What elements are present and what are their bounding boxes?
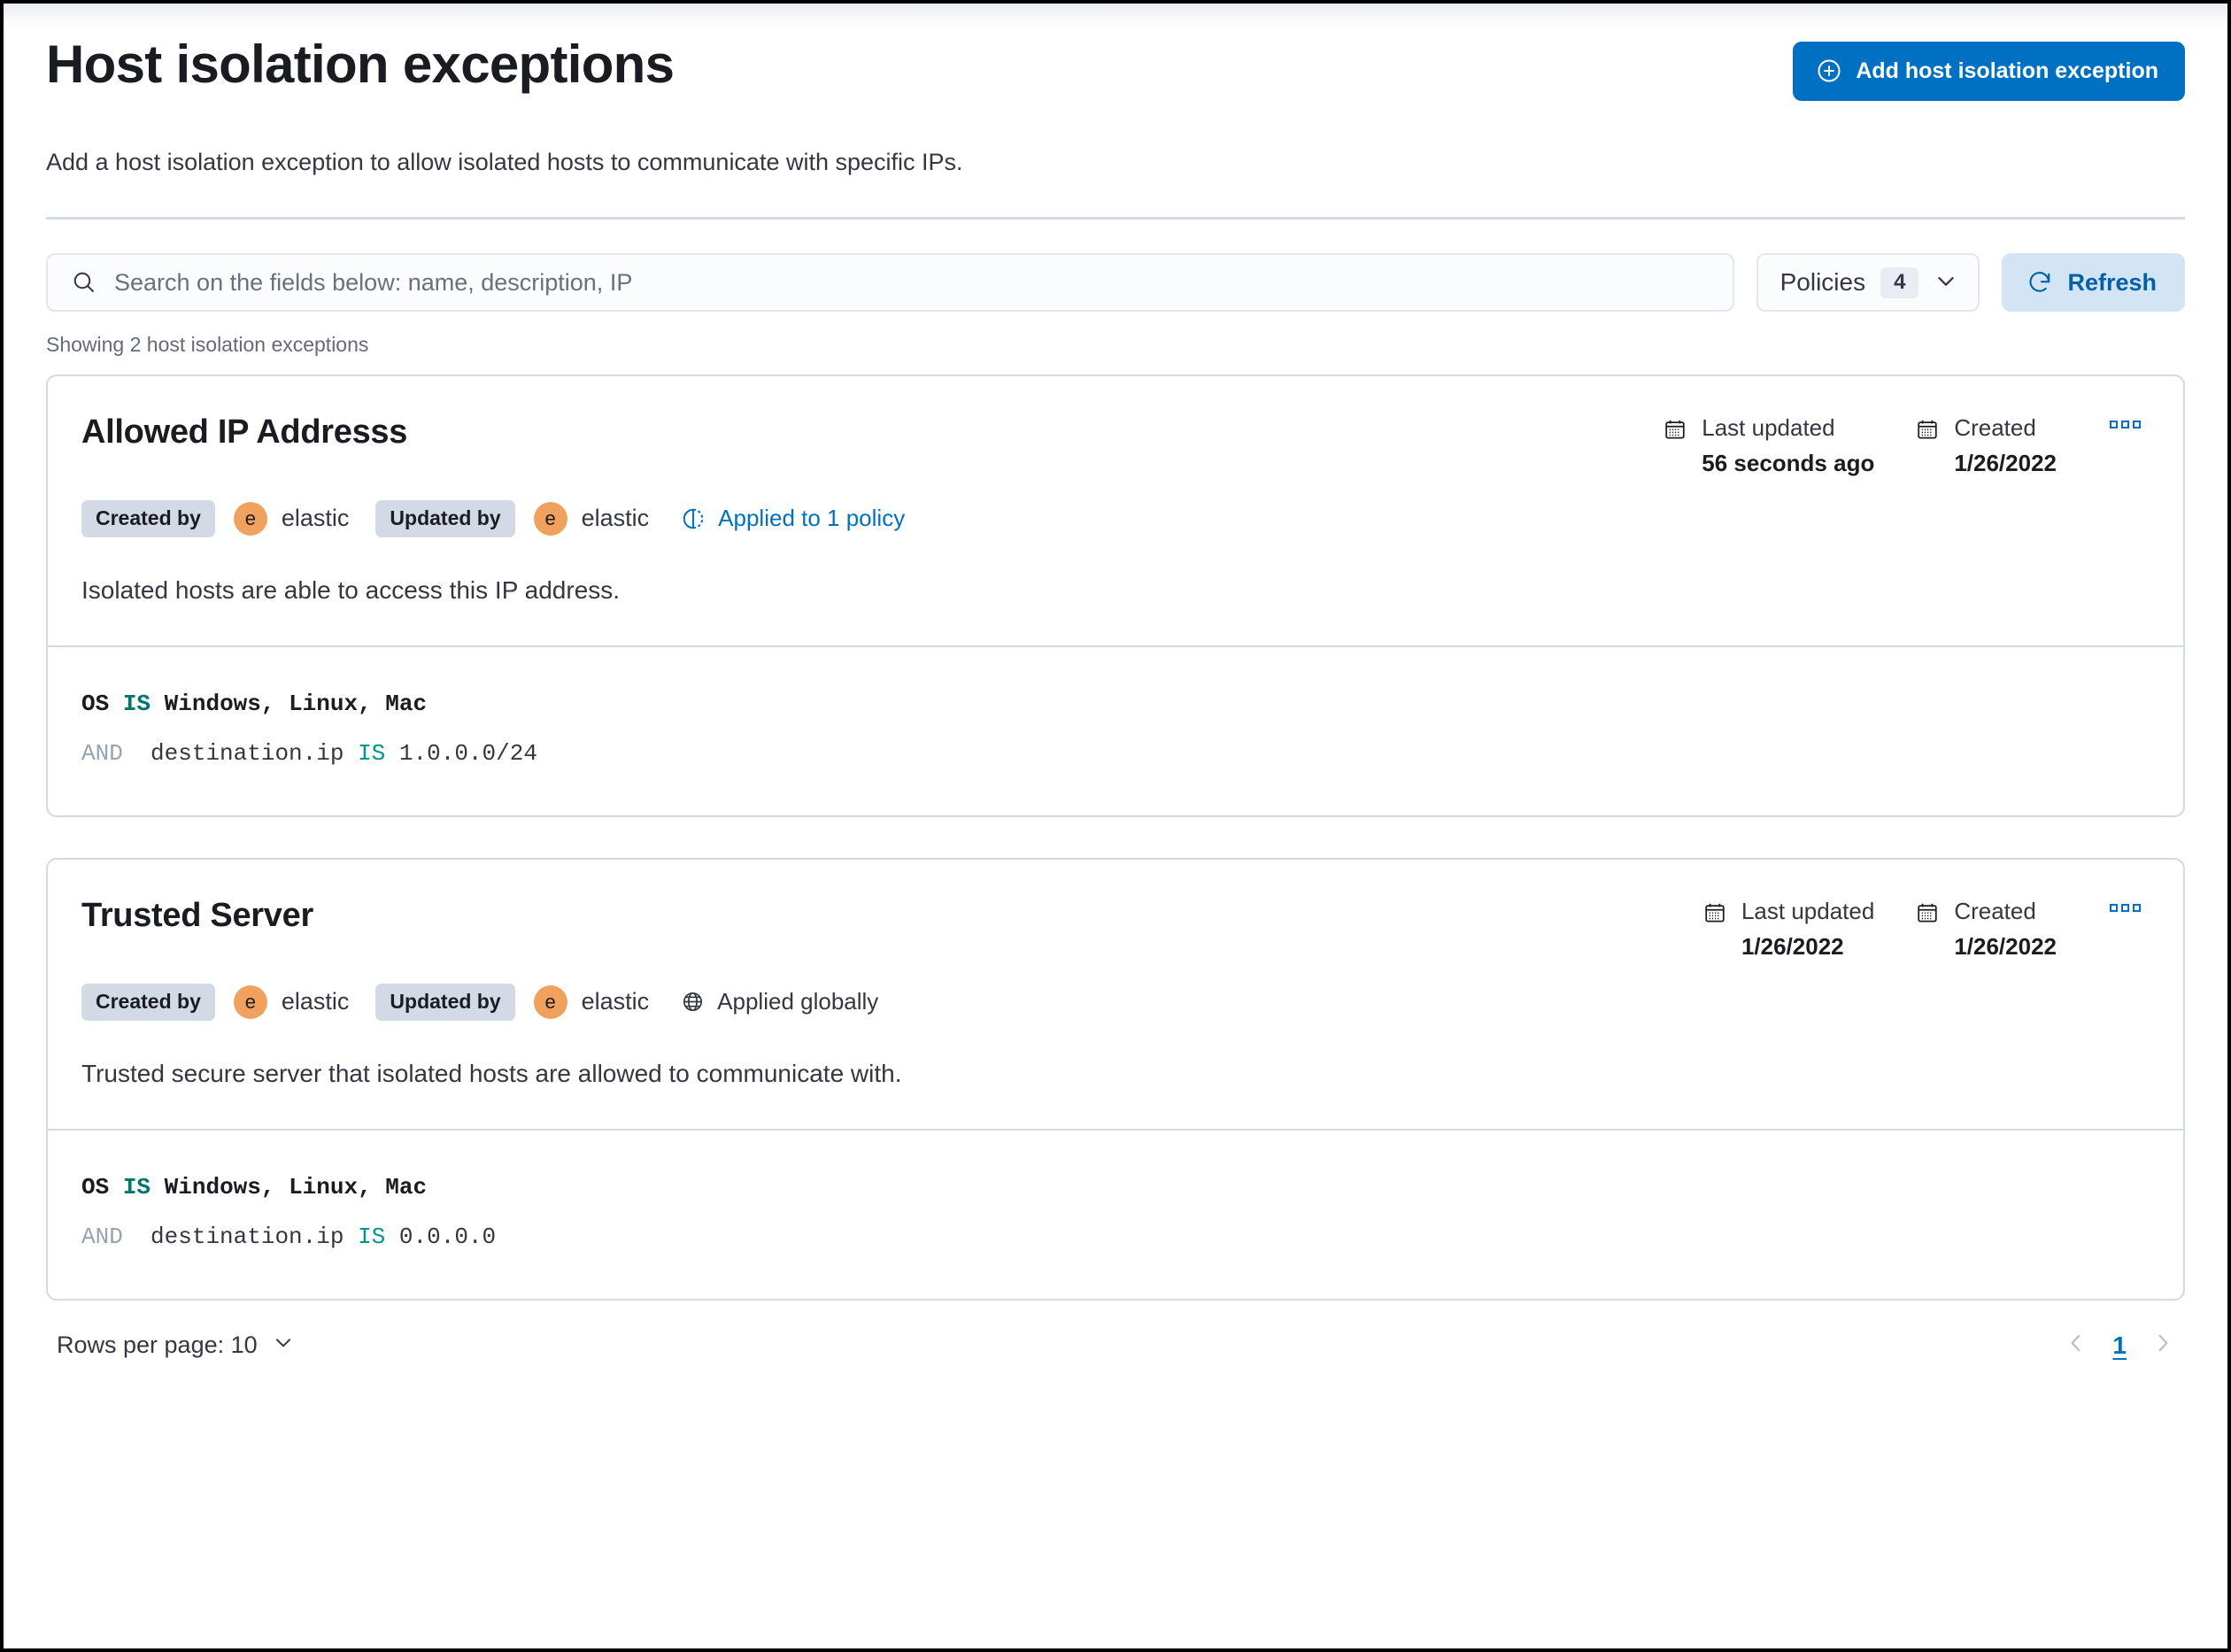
card-divider (48, 1129, 2183, 1131)
page-header: Host isolation exceptions Add host isola… (46, 4, 2185, 101)
calendar-icon (1663, 413, 1687, 442)
last-updated-label: Last updated (1702, 414, 1835, 442)
exception-attribution-row: Created by e elastic Updated by e elasti… (81, 499, 2141, 537)
criteria-field: OS (81, 1174, 110, 1201)
created-by-user: elastic (281, 988, 350, 1015)
add-host-isolation-exception-button[interactable]: Add host isolation exception (1793, 42, 2185, 101)
chevron-left-icon[interactable] (2065, 1332, 2088, 1359)
results-summary: Showing 2 host isolation exceptions (46, 333, 369, 357)
criteria-line: AND destination.ip IS 1.0.0.0/24 (81, 739, 2150, 768)
avatar: e (533, 984, 567, 1019)
last-updated-value: 1/26/2022 (1741, 932, 1844, 960)
exception-card: Allowed IP Addresss (46, 374, 2185, 818)
criteria-value: Windows, Linux, Mac (164, 691, 428, 718)
applied-to-policy-label: Applied to 1 policy (718, 505, 906, 532)
updated-by-user: elastic (581, 988, 650, 1015)
page-number-1[interactable]: 1 (2112, 1331, 2127, 1359)
page-content: Host isolation exceptions Add host isola… (4, 4, 2227, 1360)
exception-description: Isolated hosts are able to access this I… (81, 575, 621, 604)
header-divider (46, 217, 2185, 220)
created-block: Created 1/26/2022 (1915, 413, 2057, 477)
criteria-operator: IS (358, 1223, 386, 1250)
exception-card: Trusted Server (46, 858, 2185, 1301)
table-footer: Rows per page: 10 1 (46, 1331, 2185, 1360)
criteria-operator: IS (358, 739, 386, 767)
created-label: Created (1954, 414, 2036, 442)
exception-card-header: Allowed IP Addresss (48, 376, 2183, 645)
avatar: e (533, 501, 567, 536)
exception-title: Allowed IP Addresss (81, 413, 408, 452)
created-value: 1/26/2022 (1954, 449, 2057, 476)
created-label: Created (1954, 898, 2036, 925)
rows-per-page-dropdown[interactable]: Rows per page: 10 (57, 1331, 295, 1360)
last-updated-value: 56 seconds ago (1702, 449, 1875, 476)
exception-meta: Last updated 56 seconds ago (1663, 410, 2141, 477)
criteria-line: AND destination.ip IS 0.0.0.0 (81, 1223, 2150, 1252)
updated-by-chip: Updated by (375, 499, 515, 537)
calendar-icon (1915, 897, 1940, 925)
refresh-label: Refresh (2067, 268, 2157, 296)
criteria-operator: IS (122, 691, 151, 718)
exception-title: Trusted Server (81, 897, 313, 935)
add-host-isolation-exception-label: Add host isolation exception (1856, 58, 2158, 83)
rows-per-page-label: Rows per page: 10 (57, 1332, 258, 1359)
created-value: 1/26/2022 (1954, 932, 2057, 960)
exception-attribution-row: Created by e elastic Updated by e elasti… (81, 983, 2141, 1021)
pagination: 1 (2065, 1332, 2174, 1360)
updated-by-user: elastic (581, 505, 650, 532)
search-input[interactable] (114, 268, 1710, 297)
avatar: e (233, 984, 267, 1019)
criteria-value: Windows, Linux, Mac (164, 1174, 428, 1201)
criteria-field: destination.ip (151, 739, 344, 767)
created-by-user: elastic (281, 505, 350, 532)
exception-description: Trusted secure server that isolated host… (81, 1059, 902, 1087)
criteria-value: 1.0.0.0/24 (398, 739, 537, 767)
plus-in-circle-icon (1816, 58, 1842, 84)
refresh-icon (2026, 269, 2053, 296)
applied-globally-label: Applied globally (681, 988, 878, 1015)
criteria-conjunction: AND (81, 1223, 123, 1250)
last-updated-block: Last updated 56 seconds ago (1663, 413, 1874, 477)
policies-filter-dropdown[interactable]: Policies 4 (1756, 253, 1980, 313)
last-updated-block: Last updated 1/26/2022 (1702, 897, 1874, 961)
applied-globally-text: Applied globally (717, 988, 879, 1015)
calendar-icon (1915, 413, 1940, 442)
criteria-operator: IS (122, 1174, 151, 1201)
updated-by-chip: Updated by (375, 983, 515, 1021)
boxes-horizontal-menu-icon[interactable] (2110, 904, 2141, 913)
exception-meta: Last updated 1/26/2022 (1702, 893, 2141, 961)
created-block: Created 1/26/2022 (1915, 897, 2057, 961)
policies-filter-count: 4 (1880, 266, 1919, 298)
criteria-field: destination.ip (151, 1223, 344, 1250)
search-field-wrapper[interactable] (46, 253, 1734, 313)
page-subtitle: Add a host isolation exception to allow … (46, 149, 963, 175)
search-icon (71, 269, 97, 296)
criteria-line: OS IS Windows, Linux, Mac (81, 690, 2150, 719)
avatar: e (233, 501, 267, 536)
applied-to-policy-link[interactable]: Applied to 1 policy (681, 505, 905, 532)
created-by-chip: Created by (81, 983, 215, 1021)
calendar-icon (1702, 897, 1727, 925)
search-toolbar: Policies 4 Refresh (46, 253, 2185, 313)
exception-criteria: OS IS Windows, Linux, Mac AND destinatio… (48, 647, 2183, 815)
page-title: Host isolation exceptions (46, 35, 675, 94)
globe-icon (681, 990, 705, 1014)
card-divider (48, 645, 2183, 648)
chevron-right-icon[interactable] (2151, 1332, 2174, 1359)
exception-criteria: OS IS Windows, Linux, Mac AND destinatio… (48, 1131, 2183, 1299)
created-by-chip: Created by (81, 499, 215, 537)
criteria-value: 0.0.0.0 (398, 1223, 497, 1250)
criteria-conjunction: AND (81, 739, 123, 767)
criteria-field: OS (81, 691, 110, 718)
partial-circle-icon (681, 506, 706, 531)
boxes-horizontal-menu-icon[interactable] (2110, 421, 2141, 429)
exception-card-header: Trusted Server (48, 860, 2183, 1129)
chevron-down-icon (272, 1331, 295, 1360)
policies-filter-label: Policies (1779, 268, 1866, 297)
criteria-line: OS IS Windows, Linux, Mac (81, 1173, 2150, 1202)
last-updated-label: Last updated (1741, 898, 1875, 925)
refresh-button[interactable]: Refresh (2002, 253, 2185, 313)
chevron-down-icon (1934, 268, 1958, 297)
